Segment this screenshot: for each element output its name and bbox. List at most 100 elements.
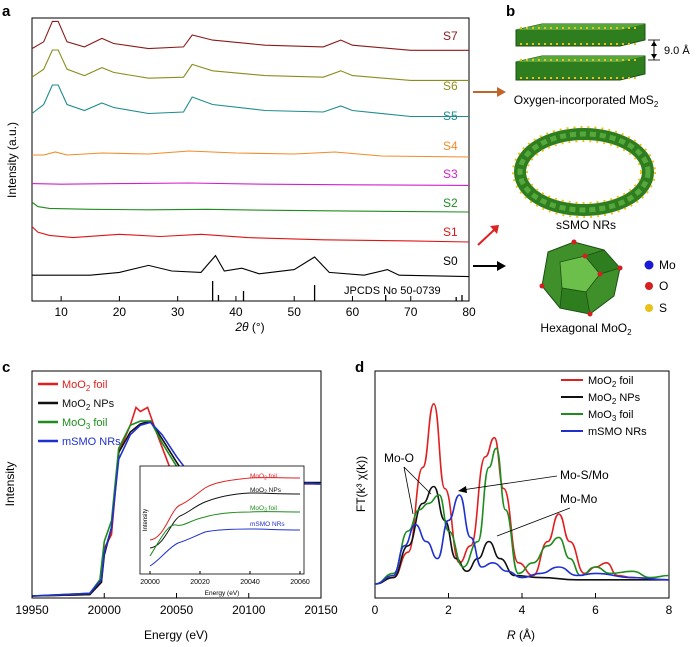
nanoring-structure bbox=[512, 126, 656, 218]
curve-label-s7: S7 bbox=[443, 29, 458, 43]
curve-label-s5: S5 bbox=[443, 109, 458, 123]
c-xtick-label-4: 20150 bbox=[304, 603, 338, 617]
d-legend-label-0: MoO2 foil bbox=[588, 375, 633, 389]
inset-xtick-label-2: 20040 bbox=[240, 579, 260, 586]
xrd-curve-s5 bbox=[31, 84, 469, 118]
ft-curve-msmo-nrs bbox=[374, 494, 670, 585]
ft-curve-moo3-foil bbox=[374, 447, 670, 585]
panel-c-xlabel: Energy (eV) bbox=[144, 628, 208, 642]
legend-mo: Mo bbox=[659, 258, 676, 272]
atom-legend: Mo O S bbox=[644, 258, 676, 315]
panel-a-reference-lines bbox=[211, 281, 463, 301]
reference-card-label: JPCDS No 50-0739 bbox=[344, 285, 441, 297]
a-xtick-label-7: 80 bbox=[462, 305, 476, 319]
curve-label-s6: S6 bbox=[443, 79, 458, 93]
curve-label-s1: S1 bbox=[443, 225, 458, 239]
a-xtick-label-0: 10 bbox=[54, 305, 68, 319]
c-legend-label-3: mSMO NRs bbox=[62, 436, 121, 448]
inset-label-moo2-foil: MoO2 foil bbox=[250, 473, 278, 482]
inset-xticks: 20000 20020 20040 20060 bbox=[140, 571, 310, 586]
panel-d-xlabel: R (Å) bbox=[507, 627, 535, 642]
panel-d-xticks: 0 2 4 6 8 bbox=[372, 593, 673, 617]
c-xtick-label-1: 20000 bbox=[88, 603, 122, 617]
inset-label-moo2-nps: MoO2 NPs bbox=[250, 487, 282, 496]
inset-frame bbox=[139, 465, 305, 575]
d-legend-label-2: MoO3 foil bbox=[588, 409, 633, 423]
c-legend-label-0: MoO2 foil bbox=[62, 379, 107, 393]
a-xtick-label-5: 60 bbox=[346, 305, 360, 319]
xrd-curve-s2 bbox=[31, 201, 470, 213]
panel-a-xticks: 10 20 30 40 50 60 70 80 bbox=[54, 296, 476, 319]
ft-curve-moo2-foil bbox=[374, 402, 670, 585]
a-xtick-label-6: 70 bbox=[404, 305, 418, 319]
panel-b-letter: b bbox=[506, 3, 515, 20]
structure-label-moo2: Hexagonal MoO2 bbox=[540, 321, 632, 337]
ft-curve-moo2-nps bbox=[374, 485, 670, 585]
s-atom-swatch bbox=[645, 304, 653, 312]
o-atom-swatch bbox=[645, 282, 653, 290]
panel-c-letter: c bbox=[2, 359, 10, 376]
curve-label-s0: S0 bbox=[443, 254, 458, 268]
panel-a-letter: a bbox=[2, 3, 11, 20]
inset-curve-moo3-foil bbox=[149, 511, 301, 557]
panel-d-legend: MoO2 foil MoO2 NPs MoO3 foil mSMO NRs bbox=[561, 375, 647, 438]
inset-xlabel: Energy (eV) bbox=[205, 590, 240, 597]
c-xtick-label-0: 19950 bbox=[15, 603, 49, 617]
annotation-mo-s-mo: Mo-S/Mo bbox=[560, 468, 609, 482]
mos2-layer-bottom bbox=[515, 55, 646, 81]
panel-c-xticks: 19950 20000 20050 20100 20150 bbox=[15, 593, 338, 617]
d-xtick-label-3: 6 bbox=[592, 603, 599, 617]
xrd-curve-s0 bbox=[32, 254, 470, 278]
d-legend-label-1: MoO2 NPs bbox=[588, 392, 641, 406]
panel-d-curves bbox=[374, 402, 670, 585]
curve-label-s3: S3 bbox=[443, 167, 458, 181]
panel-c-ylabel: Intensity bbox=[3, 462, 17, 507]
xanes-inset: MoO2 foil MoO2 NPs MoO3 foil mSMO NRs 20… bbox=[139, 465, 310, 597]
legend-s: S bbox=[659, 301, 667, 315]
inset-label-msmo-nrs: mSMO NRs bbox=[250, 521, 285, 528]
legend-o: O bbox=[659, 279, 668, 293]
panel-d-annotations: Mo-O Mo-S/Mo Mo-Mo bbox=[384, 451, 609, 537]
d-xtick-label-1: 2 bbox=[445, 603, 452, 617]
connector-arrows bbox=[473, 87, 506, 271]
panel-a-curves bbox=[31, 20, 470, 278]
inset-xtick-label-0: 20000 bbox=[140, 579, 160, 586]
c-xtick-label-2: 20050 bbox=[160, 603, 194, 617]
structure-label-mos2: Oxygen-incorporated MoS2 bbox=[514, 93, 659, 109]
panel-a-frame bbox=[31, 17, 470, 302]
inset-curve-msmo-nrs bbox=[149, 528, 301, 567]
panel-d-ylabel: FT(k³ χ(k)) bbox=[354, 456, 368, 512]
panel-a-xlabel: 2θ (°) bbox=[234, 320, 264, 334]
mo-atom-swatch bbox=[644, 260, 654, 270]
a-xtick-label-4: 50 bbox=[288, 305, 302, 319]
xrd-curve-s7 bbox=[31, 20, 469, 51]
annotation-mo-o: Mo-O bbox=[384, 451, 414, 465]
c-legend-label-1: MoO2 NPs bbox=[62, 398, 115, 412]
interlayer-spacing-label: 9.0 Å bbox=[664, 44, 690, 57]
inset-label-moo3-foil: MoO3 foil bbox=[250, 505, 278, 514]
panel-a-ylabel: Intensity (a.u.) bbox=[5, 122, 19, 198]
annotation-mo-mo: Mo-Mo bbox=[560, 492, 598, 506]
c-legend-label-2: MoO3 foil bbox=[62, 417, 107, 431]
panel-d-letter: d bbox=[355, 359, 364, 376]
inset-xtick-label-3: 20060 bbox=[290, 579, 310, 586]
mos2-layer-top bbox=[515, 23, 646, 47]
d-legend-label-3: mSMO NRs bbox=[588, 426, 647, 438]
d-xtick-label-4: 8 bbox=[666, 603, 673, 617]
panel-c-legend: MoO2 foil MoO2 NPs MoO3 foil mSMO NRs bbox=[38, 379, 121, 448]
inset-xtick-label-1: 20020 bbox=[190, 579, 210, 586]
hexagonal-moo2-structure bbox=[539, 239, 623, 317]
curve-label-s2: S2 bbox=[443, 196, 458, 210]
xrd-curve-s3 bbox=[31, 182, 470, 186]
mos2-layer-structure: 9.0 Å bbox=[515, 23, 690, 81]
xrd-curve-s6 bbox=[31, 49, 469, 81]
structure-label-ssmo: sSMO NRs bbox=[556, 218, 616, 232]
xrd-curve-s1 bbox=[31, 226, 470, 243]
d-xtick-label-0: 0 bbox=[372, 603, 379, 617]
inset-curve-moo2-foil bbox=[149, 477, 301, 541]
a-xtick-label-2: 30 bbox=[171, 305, 185, 319]
a-xtick-label-1: 20 bbox=[113, 305, 127, 319]
c-xtick-label-3: 20100 bbox=[232, 603, 266, 617]
xrd-curve-s4 bbox=[32, 150, 470, 158]
a-xtick-label-3: 40 bbox=[229, 305, 243, 319]
